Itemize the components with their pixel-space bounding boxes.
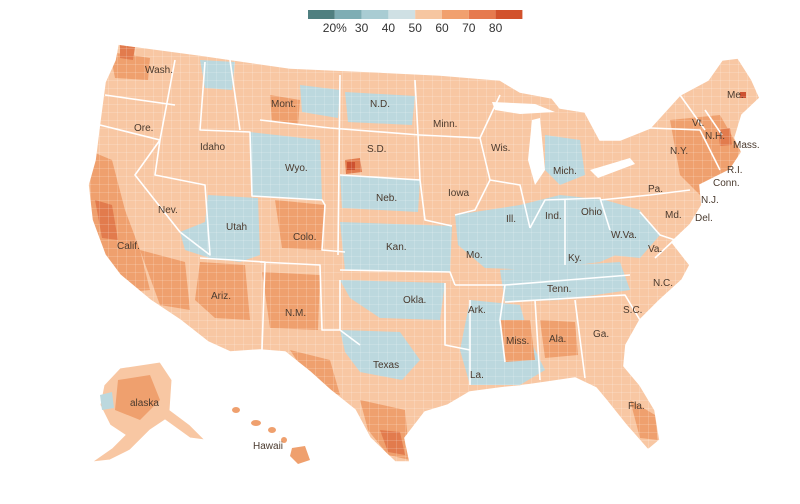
label-va: Va. (648, 244, 662, 255)
great-lakes (492, 102, 635, 185)
label-colo: Colo. (293, 232, 316, 243)
legend-swatch (334, 10, 362, 19)
legend-swatch (415, 10, 442, 19)
label-nm: N.M. (285, 308, 306, 319)
color-legend: 20% 30 40 50 60 70 80 (308, 10, 523, 35)
legend-swatch (495, 10, 523, 19)
label-ariz: Ariz. (211, 291, 231, 302)
label-utah: Utah (226, 222, 247, 233)
lake-erie (590, 158, 635, 178)
label-nev: Nev. (158, 205, 178, 216)
label-del: Del. (695, 213, 713, 224)
alaska-low-region (100, 392, 114, 410)
label-nj: N.J. (701, 195, 719, 206)
label-md: Md. (665, 210, 682, 221)
label-mo: Mo. (466, 250, 483, 261)
label-vt: Vt. (692, 118, 704, 129)
legend-swatch (308, 10, 335, 19)
label-wva: W.Va. (611, 230, 637, 241)
hawaii-island-4 (281, 437, 287, 443)
label-ohio: Ohio (581, 207, 603, 218)
label-miss: Miss. (506, 336, 529, 347)
legend-tick-label: 50 (409, 21, 423, 35)
label-mont: Mont. (271, 99, 296, 110)
legend-tick-label: 70 (462, 21, 476, 35)
county-grid (88, 44, 760, 462)
label-ala: Ala. (549, 334, 566, 345)
label-okla: Okla. (403, 295, 426, 306)
hawaii-island-1 (232, 407, 240, 413)
label-wyo: Wyo. (285, 163, 308, 174)
hawaii-island-3 (268, 427, 276, 433)
hawaii-big-island (290, 446, 310, 464)
legend-tick-label: 80 (489, 21, 503, 35)
alaska (91, 361, 207, 463)
label-ny: N.Y. (670, 146, 688, 157)
legend-swatch (388, 10, 416, 19)
legend-tick-label: 40 (382, 21, 396, 35)
label-nd: N.D. (370, 99, 390, 110)
label-conn: Conn. (713, 178, 740, 189)
lake-superior (492, 102, 555, 114)
label-ri: R.I. (727, 165, 743, 176)
contiguous-us (87, 43, 761, 463)
state-labels: Wash. Ore. Calif. Nev. Idaho Mont. Wyo. … (117, 65, 760, 452)
label-ark: Ark. (468, 305, 486, 316)
label-pa: Pa. (648, 184, 663, 195)
label-minn: Minn. (433, 119, 457, 130)
alaska-high-region (115, 375, 160, 420)
label-sd: S.D. (367, 144, 386, 155)
hawaii-island-2 (251, 420, 261, 426)
lake-michigan (528, 118, 545, 185)
legend-swatch (468, 10, 496, 19)
hawaii (232, 407, 310, 464)
label-hawaii: Hawaii (253, 441, 283, 452)
label-ga: Ga. (593, 329, 609, 340)
label-tenn: Tenn. (547, 284, 571, 295)
label-kan: Kan. (386, 242, 407, 253)
label-nc: N.C. (653, 278, 673, 289)
legend-tick-label: 60 (435, 21, 449, 35)
label-alaska: alaska (130, 398, 159, 409)
label-iowa: Iowa (448, 188, 470, 199)
label-ind: Ind. (545, 211, 562, 222)
label-ore: Ore. (134, 123, 153, 134)
label-la: La. (470, 370, 484, 381)
legend-tick-label: 20% (323, 21, 347, 35)
label-calif: Calif. (117, 241, 140, 252)
label-neb: Neb. (376, 193, 397, 204)
label-mich: Mich. (553, 166, 577, 177)
label-wis: Wis. (491, 143, 510, 154)
label-nh: N.H. (705, 131, 725, 142)
label-fla: Fla. (628, 401, 645, 412)
label-ill: Ill. (506, 214, 516, 225)
label-mass: Mass. (733, 140, 760, 151)
state-borders (87, 43, 761, 463)
legend-swatch (361, 10, 389, 19)
label-ky: Ky. (568, 253, 582, 264)
label-idaho: Idaho (200, 142, 225, 153)
legend-swatch (442, 10, 469, 19)
label-sc: S.C. (623, 305, 642, 316)
legend-tick-label: 30 (355, 21, 369, 35)
label-texas: Texas (373, 360, 399, 371)
label-me: Me. (727, 90, 744, 101)
label-wash: Wash. (145, 65, 173, 76)
